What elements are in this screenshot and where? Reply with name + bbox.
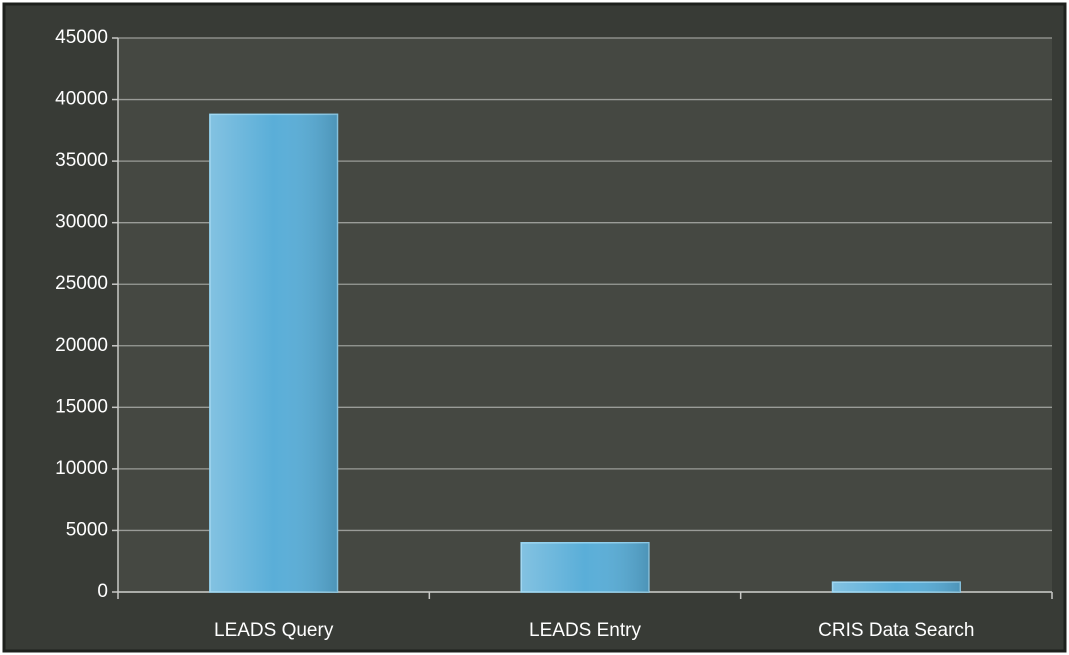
bar — [209, 113, 339, 593]
x-tick-label: LEADS Query — [214, 620, 334, 641]
y-tick-label: 10000 — [55, 458, 108, 479]
x-tick-label: CRIS Data Search — [818, 620, 974, 641]
y-tick-label: 45000 — [55, 27, 108, 48]
bar — [520, 542, 650, 593]
bar — [831, 581, 961, 593]
y-tick-label: 25000 — [55, 273, 108, 294]
y-tick-label: 30000 — [55, 212, 108, 233]
y-tick-label: 15000 — [55, 396, 108, 417]
y-tick-label: 40000 — [55, 89, 108, 110]
y-tick-label: 5000 — [66, 519, 108, 540]
y-tick-label: 0 — [97, 581, 108, 602]
y-tick-label: 20000 — [55, 335, 108, 356]
x-tick-label: LEADS Entry — [529, 620, 641, 641]
y-tick-label: 35000 — [55, 150, 108, 171]
